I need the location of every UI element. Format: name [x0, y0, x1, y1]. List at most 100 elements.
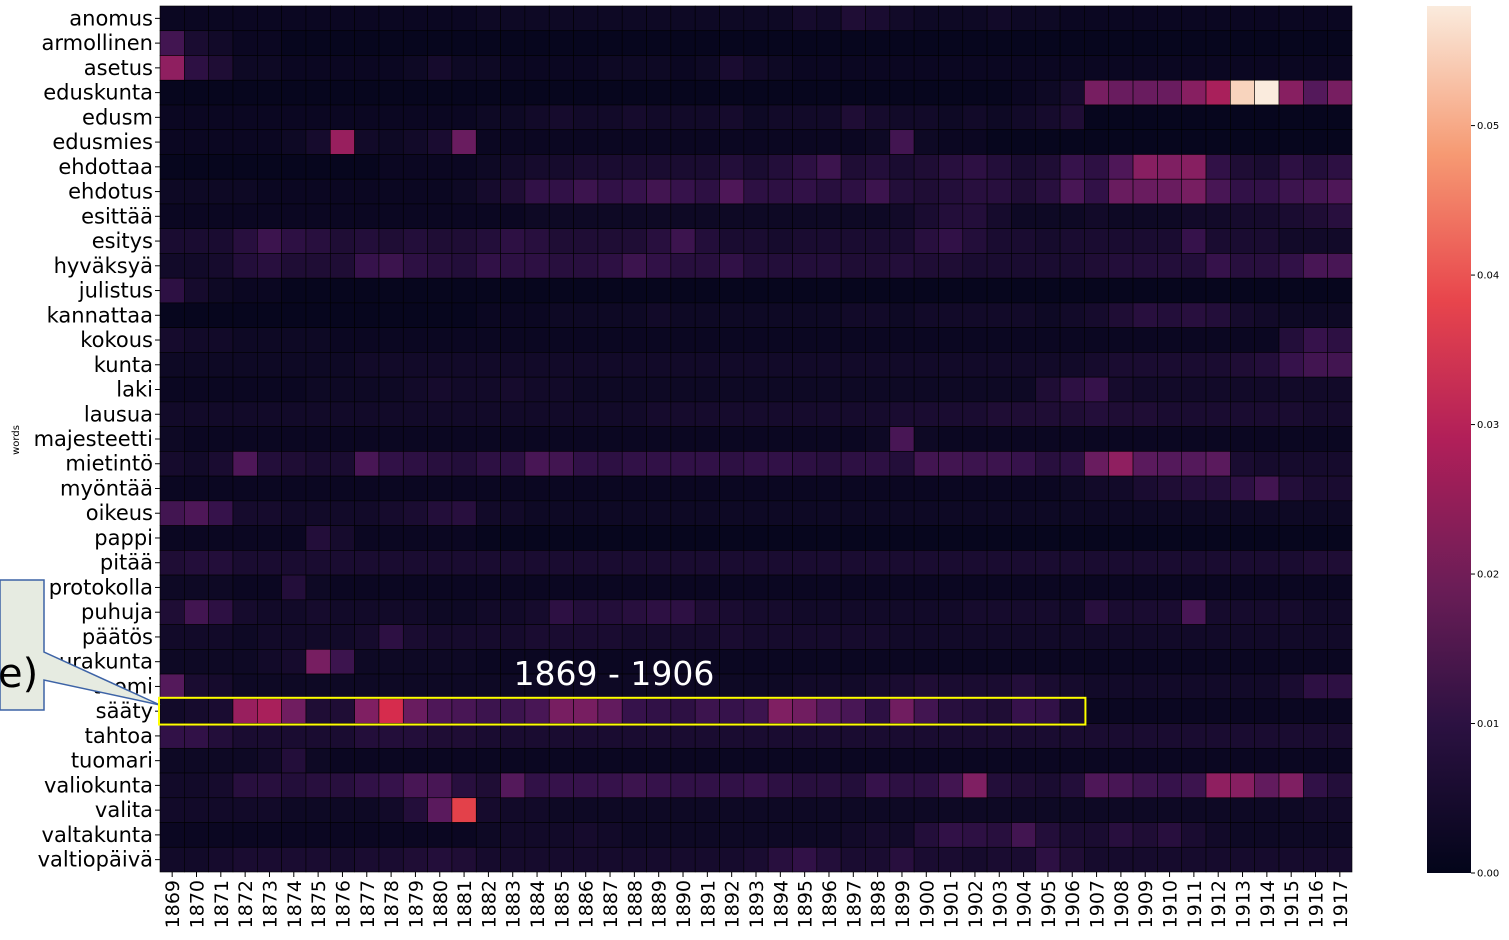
heatmap-cell — [524, 723, 550, 749]
heatmap-cell — [913, 178, 939, 205]
row-label: myöntää — [60, 476, 153, 500]
heatmap-cell — [670, 253, 696, 279]
heatmap-cell — [865, 772, 891, 799]
heatmap-cell — [305, 30, 331, 56]
heatmap-cell — [1157, 599, 1183, 625]
heatmap-cell — [938, 846, 964, 873]
heatmap-cell — [1205, 203, 1231, 229]
heatmap-cell — [1108, 475, 1134, 502]
heatmap-cell — [1011, 203, 1037, 229]
heatmap-cell — [1059, 277, 1085, 304]
heatmap-cell — [451, 277, 477, 304]
heatmap-cell — [1254, 451, 1280, 477]
heatmap-cell — [524, 327, 550, 353]
heatmap-cell — [1230, 500, 1255, 526]
heatmap-cell — [573, 525, 599, 551]
heatmap-cell — [1303, 599, 1328, 625]
heatmap-cell — [889, 673, 915, 700]
heatmap-cell — [694, 550, 720, 576]
heatmap-cell — [548, 846, 574, 873]
heatmap-cell — [1205, 698, 1231, 724]
heatmap-cell — [427, 822, 453, 848]
heatmap-cell — [816, 822, 842, 848]
heatmap-cell — [500, 846, 526, 873]
heatmap-cell — [281, 698, 307, 724]
heatmap-cell — [743, 574, 769, 601]
heatmap-cell — [281, 772, 307, 799]
heatmap-cell — [938, 550, 964, 576]
heatmap-cell — [1327, 352, 1353, 378]
heatmap-cell — [840, 846, 866, 873]
callout-shape — [0, 579, 161, 711]
heatmap-cell — [329, 797, 355, 823]
heatmap-cell — [378, 525, 404, 551]
heatmap-cell — [767, 352, 793, 378]
heatmap-cell — [1157, 302, 1183, 328]
heatmap-cell — [1230, 401, 1255, 427]
column-label: 1894 — [770, 880, 792, 928]
column-label: 1910 — [1160, 880, 1182, 928]
heatmap-cell — [1278, 723, 1304, 749]
heatmap-cell — [548, 797, 574, 823]
heatmap-cell — [208, 649, 234, 675]
heatmap-cell — [1254, 203, 1280, 229]
heatmap-cell — [743, 426, 769, 452]
heatmap-cell — [1303, 649, 1328, 675]
heatmap-cell — [573, 698, 599, 724]
heatmap-cell — [1084, 649, 1110, 675]
heatmap-cell — [184, 599, 209, 625]
heatmap-cell — [305, 599, 331, 625]
heatmap-cell — [1205, 253, 1231, 279]
heatmap-cell — [621, 376, 647, 403]
heatmap-cell — [938, 772, 964, 799]
callout-text: e) — [0, 651, 38, 697]
heatmap-cell — [743, 253, 769, 279]
heatmap-cell — [1327, 624, 1353, 650]
heatmap-cell — [1205, 30, 1231, 56]
heatmap-cell — [281, 723, 307, 749]
heatmap-cell — [1059, 55, 1085, 81]
heatmap-cell — [208, 723, 234, 749]
heatmap-cell — [1157, 30, 1183, 56]
heatmap-cell — [402, 599, 428, 625]
heatmap-cell — [913, 574, 939, 601]
heatmap-cell — [1011, 500, 1037, 526]
heatmap-cell — [475, 327, 501, 353]
heatmap-cell — [208, 772, 234, 799]
heatmap-cell — [767, 426, 793, 452]
heatmap-cell — [1157, 846, 1183, 873]
heatmap-cell — [1181, 426, 1207, 452]
heatmap-cell — [524, 203, 550, 229]
heatmap-cell — [1108, 104, 1134, 131]
heatmap-cell — [329, 178, 355, 205]
heatmap-cell — [621, 475, 647, 502]
heatmap-cell — [962, 475, 988, 502]
heatmap-cell — [621, 277, 647, 304]
heatmap-cell — [1108, 846, 1134, 873]
heatmap-cell — [767, 451, 793, 477]
heatmap-cell — [1303, 673, 1328, 700]
heatmap-cell — [865, 352, 891, 378]
heatmap-cell — [305, 129, 331, 155]
heatmap-cell — [865, 574, 891, 601]
heatmap-cell — [743, 104, 769, 131]
heatmap-cell — [865, 673, 891, 700]
heatmap-cell — [792, 772, 818, 799]
heatmap-cell — [500, 178, 526, 205]
heatmap-cell — [1084, 277, 1110, 304]
heatmap-cell — [913, 599, 939, 625]
heatmap-cell — [427, 376, 453, 403]
heatmap-cell — [1181, 154, 1207, 180]
heatmap-cell — [548, 822, 574, 848]
heatmap-cell — [548, 154, 574, 180]
heatmap-cell — [1205, 550, 1231, 576]
heatmap-cell — [159, 599, 185, 625]
heatmap-cell — [548, 451, 574, 477]
heatmap-cell — [1303, 574, 1328, 601]
heatmap-cell — [500, 475, 526, 502]
heatmap-cell — [986, 5, 1012, 32]
heatmap-cell — [670, 352, 696, 378]
heatmap-cell — [986, 525, 1012, 551]
column-label: 1900 — [916, 880, 938, 928]
